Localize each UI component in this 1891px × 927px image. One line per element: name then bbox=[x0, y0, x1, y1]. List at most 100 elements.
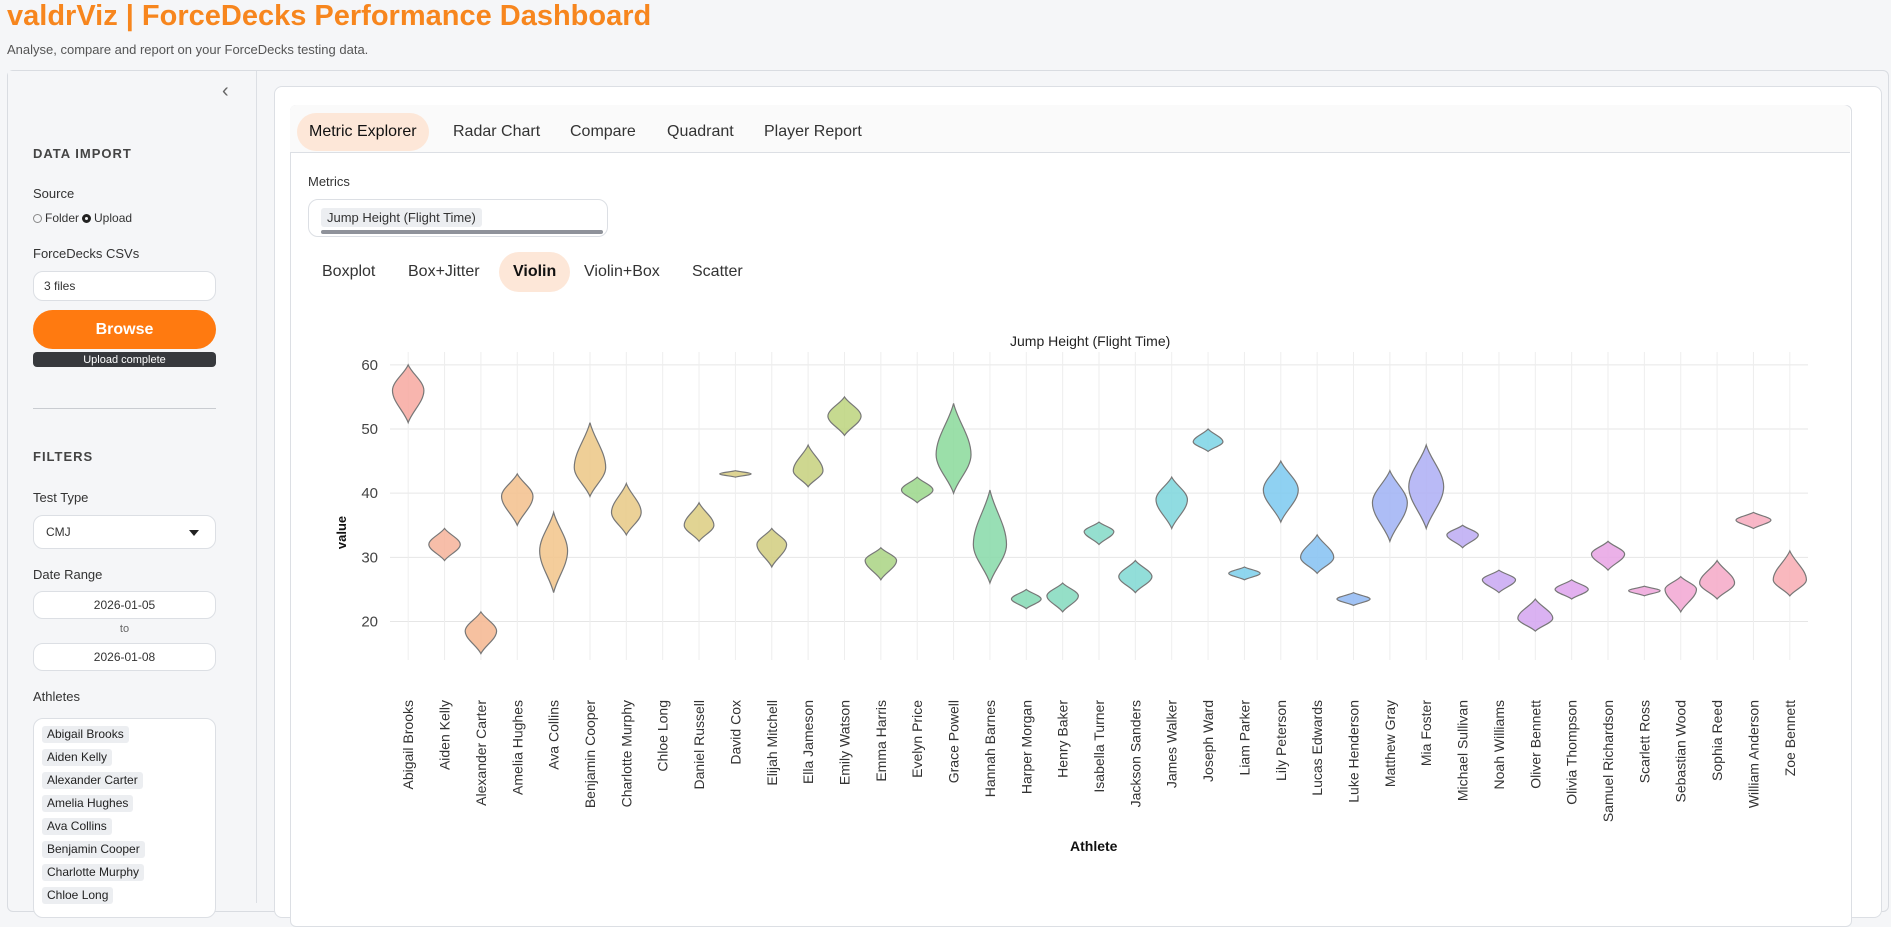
metric-scrollbar[interactable] bbox=[321, 230, 603, 234]
violin-shape[interactable] bbox=[1735, 511, 1772, 530]
violin-shape[interactable] bbox=[972, 489, 1008, 586]
violin-shape[interactable] bbox=[428, 527, 461, 562]
athlete-chip[interactable]: Amelia Hughes bbox=[42, 795, 134, 812]
x-tick-label: Sophia Reed bbox=[1709, 700, 1725, 781]
violin-shape[interactable] bbox=[683, 501, 715, 543]
athlete-chip[interactable]: Benjamin Cooper bbox=[42, 841, 145, 858]
source-radio-folder[interactable] bbox=[33, 213, 42, 223]
x-tick-label: Ella Jameson bbox=[800, 700, 816, 784]
collapse-sidebar-icon[interactable]: ‹ bbox=[222, 80, 229, 102]
violin-shape[interactable] bbox=[1262, 459, 1299, 524]
x-tick-label: Emily Watson bbox=[836, 700, 852, 785]
violin-shape[interactable] bbox=[539, 510, 569, 593]
violin-shape[interactable] bbox=[1517, 597, 1554, 632]
x-tick-label: David Cox bbox=[727, 700, 743, 765]
violin-shape[interactable] bbox=[391, 363, 425, 425]
csv-file-field[interactable]: 3 files bbox=[33, 271, 216, 301]
violin-shape[interactable] bbox=[1228, 566, 1261, 581]
violin-shape[interactable] bbox=[1371, 469, 1408, 544]
tab-compare[interactable]: Compare bbox=[570, 123, 636, 140]
athletes-multiselect[interactable]: Abigail Brooks Aiden Kelly Alexander Car… bbox=[33, 718, 216, 918]
violin-shape[interactable] bbox=[1299, 533, 1335, 575]
plot-type-violin[interactable]: Violin bbox=[499, 252, 571, 292]
x-tick-label: Sebastian Wood bbox=[1673, 700, 1689, 802]
y-tick-label: 50 bbox=[361, 421, 378, 438]
source-label: Source bbox=[33, 186, 75, 201]
plot-type-scatter[interactable]: Scatter bbox=[692, 263, 743, 280]
tab-player-report[interactable]: Player Report bbox=[764, 123, 862, 140]
tabs-bar bbox=[290, 105, 1850, 153]
tabs-card bbox=[290, 105, 1852, 927]
metric-chip[interactable]: Jump Height (Flight Time) bbox=[321, 208, 482, 227]
browse-button[interactable]: Browse bbox=[33, 310, 216, 349]
athlete-chip[interactable]: Aiden Kelly bbox=[42, 749, 113, 766]
violin-shape[interactable] bbox=[1118, 559, 1153, 594]
sidebar-divider bbox=[33, 408, 216, 409]
plot-type-box-jitter[interactable]: Box+Jitter bbox=[408, 263, 480, 280]
violin-shape[interactable] bbox=[1481, 569, 1517, 594]
x-tick-label: Mia Foster bbox=[1418, 700, 1434, 766]
violin-shape[interactable] bbox=[1699, 559, 1736, 601]
violin-shape[interactable] bbox=[1408, 442, 1445, 531]
x-tick-label: Evelyn Price bbox=[909, 700, 925, 778]
metrics-select[interactable]: Jump Height (Flight Time) bbox=[308, 199, 608, 237]
violin-shape[interactable] bbox=[1554, 579, 1589, 600]
tab-radar-chart[interactable]: Radar Chart bbox=[453, 123, 541, 140]
violin-shape[interactable] bbox=[1046, 582, 1079, 613]
violin-shape[interactable] bbox=[827, 395, 862, 437]
date-end-input[interactable]: 2026-01-08 bbox=[33, 643, 216, 671]
violin-shape[interactable] bbox=[1772, 549, 1808, 597]
violin-shape[interactable] bbox=[1446, 524, 1479, 549]
violin-shape[interactable] bbox=[900, 476, 934, 504]
y-tick-label: 60 bbox=[361, 357, 378, 374]
violin-chart: 20 30 40 50 60 Abigail Brooks Aiden Kelly Alexa… bbox=[361, 352, 1808, 822]
athlete-chip[interactable]: Chloe Long bbox=[42, 887, 114, 904]
violin-shape[interactable] bbox=[864, 546, 898, 581]
x-tick-label: Harper Morgan bbox=[1018, 700, 1034, 794]
violin-shape[interactable] bbox=[1664, 575, 1698, 614]
x-tick-label: Matthew Gray bbox=[1382, 700, 1398, 787]
x-tick-label: Hannah Barnes bbox=[982, 700, 998, 797]
tab-metric-explorer[interactable]: Metric Explorer bbox=[297, 113, 429, 151]
date-start-input[interactable]: 2026-01-05 bbox=[33, 591, 216, 619]
violin-shape[interactable] bbox=[500, 472, 534, 527]
athlete-chip[interactable]: Charlotte Murphy bbox=[42, 864, 145, 881]
violin-shape[interactable] bbox=[1010, 588, 1042, 610]
source-radio-upload[interactable] bbox=[82, 213, 92, 223]
violin-shape[interactable] bbox=[1590, 540, 1626, 572]
test-type-select[interactable]: CMJ bbox=[33, 515, 216, 549]
violin-shape[interactable] bbox=[719, 470, 752, 478]
x-tick-label: William Anderson bbox=[1745, 700, 1761, 808]
athlete-chip[interactable]: Alexander Carter bbox=[42, 772, 143, 789]
athlete-chip[interactable]: Abigail Brooks bbox=[42, 726, 129, 743]
x-tick-label: Noah Williams bbox=[1491, 700, 1507, 789]
x-tick-label: Oliver Bennett bbox=[1527, 700, 1543, 789]
y-tick-label: 20 bbox=[361, 614, 378, 631]
x-tick-label: Lily Peterson bbox=[1273, 700, 1289, 781]
violin-shape[interactable] bbox=[1336, 591, 1371, 607]
x-tick-label: Ava Collins bbox=[546, 700, 562, 770]
data-import-heading: DATA IMPORT bbox=[33, 146, 132, 161]
violin-shape[interactable] bbox=[464, 610, 498, 655]
plot-type-violin-box[interactable]: Violin+Box bbox=[584, 263, 660, 280]
violin-shape[interactable] bbox=[610, 481, 642, 537]
violin-shape[interactable] bbox=[1628, 585, 1661, 597]
violin-shape[interactable] bbox=[1155, 475, 1189, 531]
violin-shape[interactable] bbox=[756, 527, 788, 569]
x-tick-label: Olivia Thompson bbox=[1564, 700, 1580, 805]
filters-heading: FILTERS bbox=[33, 449, 94, 464]
violin-shape[interactable] bbox=[573, 422, 607, 499]
upload-progress-bar: Upload complete bbox=[33, 352, 216, 367]
x-axis-label: Athlete bbox=[1070, 838, 1118, 854]
y-tick-label: 40 bbox=[361, 485, 378, 502]
violin-shape[interactable] bbox=[935, 403, 972, 496]
test-type-label: Test Type bbox=[33, 490, 89, 505]
source-radio-group: Folder Upload bbox=[33, 211, 132, 225]
violin-shape[interactable] bbox=[1192, 428, 1224, 453]
tab-quadrant[interactable]: Quadrant bbox=[667, 123, 734, 140]
test-type-value: CMJ bbox=[46, 525, 71, 539]
violin-shape[interactable] bbox=[792, 443, 824, 488]
athlete-chip[interactable]: Ava Collins bbox=[42, 818, 112, 835]
plot-type-boxplot[interactable]: Boxplot bbox=[322, 263, 376, 280]
violin-shape[interactable] bbox=[1083, 521, 1115, 546]
